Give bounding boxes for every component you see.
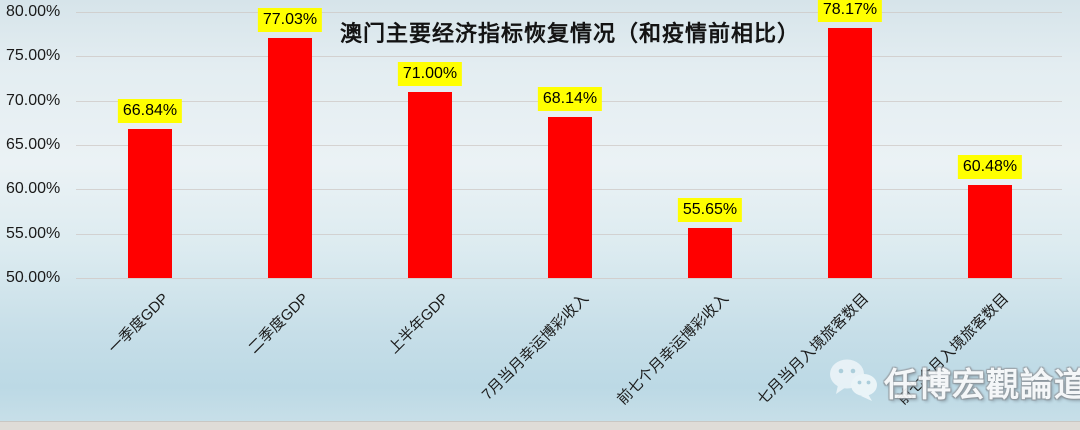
- bar-value-label: 78.17%: [817, 0, 883, 23]
- y-axis-tick-label: 70.00%: [6, 91, 61, 109]
- bar-value-label: 68.14%: [537, 87, 603, 112]
- y-axis-tick-label: 55.00%: [6, 224, 61, 242]
- watermark: 任博宏觀論道: [828, 357, 1080, 408]
- bar: [968, 185, 1012, 278]
- bar: [828, 28, 872, 278]
- bar: [268, 38, 312, 278]
- wechat-icon: [828, 357, 878, 408]
- y-axis-tick-label: 65.00%: [6, 136, 61, 153]
- gridline: [76, 12, 1062, 13]
- bar-value-label: 55.65%: [677, 197, 743, 222]
- watermark-text: 任博宏觀論道: [884, 365, 1080, 404]
- bar: [548, 117, 592, 278]
- x-axis-category-label: 一季度GDP: [105, 290, 173, 357]
- bar: [128, 128, 172, 278]
- bottom-strip: [0, 421, 1080, 430]
- y-axis-tick-label: 50.00%: [6, 269, 61, 286]
- bar: [688, 227, 732, 278]
- bar-value-label: 71.00%: [397, 61, 463, 86]
- y-axis-tick-label: 75.00%: [6, 47, 61, 65]
- bar: [408, 91, 452, 278]
- bar-value-label: 77.03%: [257, 8, 323, 33]
- bar-value-label: 60.48%: [957, 155, 1023, 180]
- y-axis-tick-label: 80.00%: [6, 3, 61, 20]
- gridline: [76, 56, 1062, 58]
- y-axis-tick-label: 60.00%: [6, 180, 61, 198]
- bar-value-label: 66.84%: [117, 98, 183, 123]
- chart-title: 澳门主要经济指标恢复情况（和疫情前相比）: [339, 21, 800, 47]
- gridline: [76, 278, 1062, 279]
